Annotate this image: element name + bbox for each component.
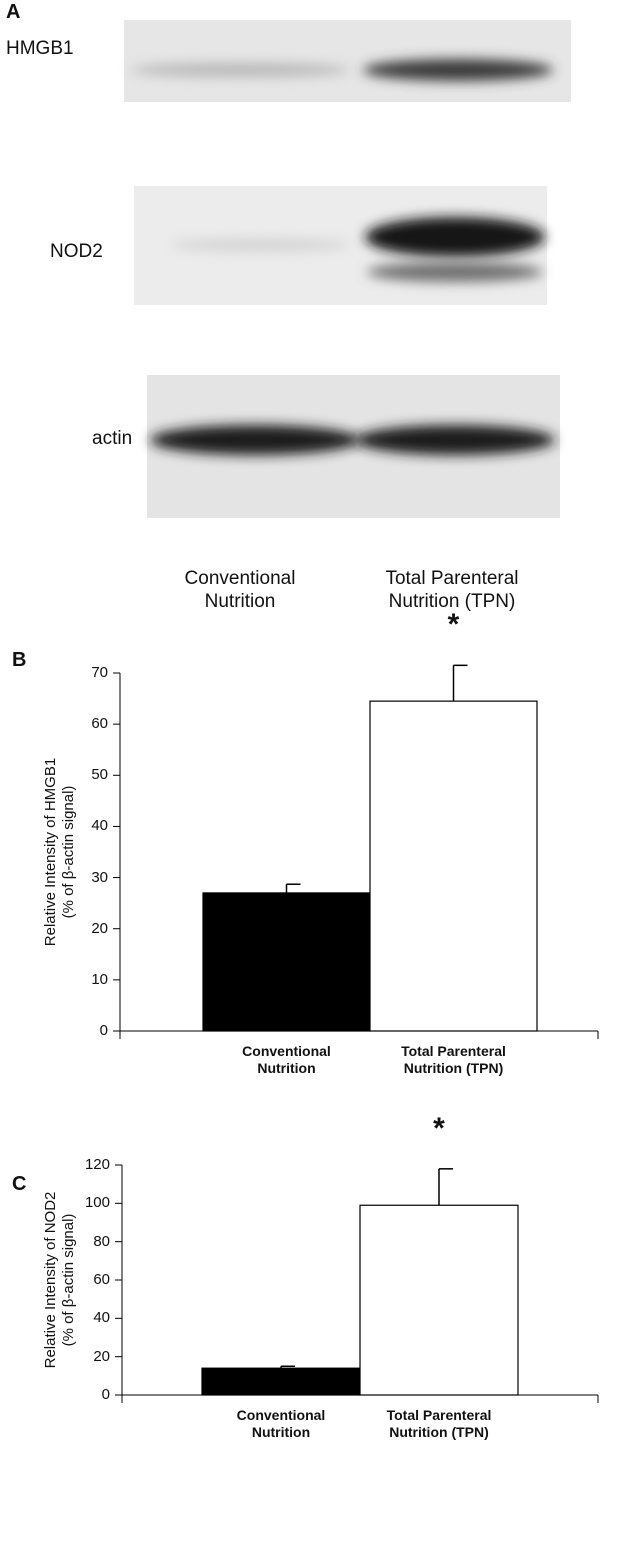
band [363,59,553,81]
y-tick-label: 10 [60,971,108,989]
blot-label: actin [92,428,132,451]
y-tick-label: 120 [62,1156,110,1174]
x-tick-label: Total Parenteral Nutrition (TPN) [339,1407,539,1441]
y-tick-label: 80 [62,1233,110,1251]
blot-label: NOD2 [50,241,103,264]
y-tick-label: 60 [60,715,108,733]
lane-label: Conventional Nutrition [140,568,340,614]
y-tick-label: 50 [60,766,108,784]
panel-label: B [12,648,26,672]
y-tick-label: 40 [60,817,108,835]
band [170,239,350,251]
y-tick-label: 60 [62,1271,110,1289]
band [365,217,545,257]
y-tick-label: 30 [60,869,108,887]
y-axis-label: Relative Intensity of HMGB1 (% of β-acti… [42,702,82,1002]
blot-images [124,20,571,518]
annotation: * [419,1111,459,1147]
bar [203,893,370,1031]
band [130,63,350,77]
y-tick-label: 70 [60,664,108,682]
bar [202,1368,360,1395]
figure: A HMGB1 NOD2 actin Conventional Nutritio… [0,0,620,1564]
y-tick-label: 0 [60,1022,108,1040]
bar [360,1205,518,1395]
blot-label: HMGB1 [6,38,74,61]
y-tick-label: 20 [62,1348,110,1366]
band [367,262,543,282]
y-tick-label: 20 [60,920,108,938]
annotation: * [434,607,474,643]
y-tick-label: 0 [62,1386,110,1404]
bar [370,701,537,1031]
y-tick-label: 100 [62,1194,110,1212]
panel-label: C [12,1172,26,1196]
band [355,425,555,455]
band [150,425,360,455]
panel-label: A [6,0,20,24]
x-tick-label: Total Parenteral Nutrition (TPN) [354,1043,554,1077]
y-tick-label: 40 [62,1309,110,1327]
